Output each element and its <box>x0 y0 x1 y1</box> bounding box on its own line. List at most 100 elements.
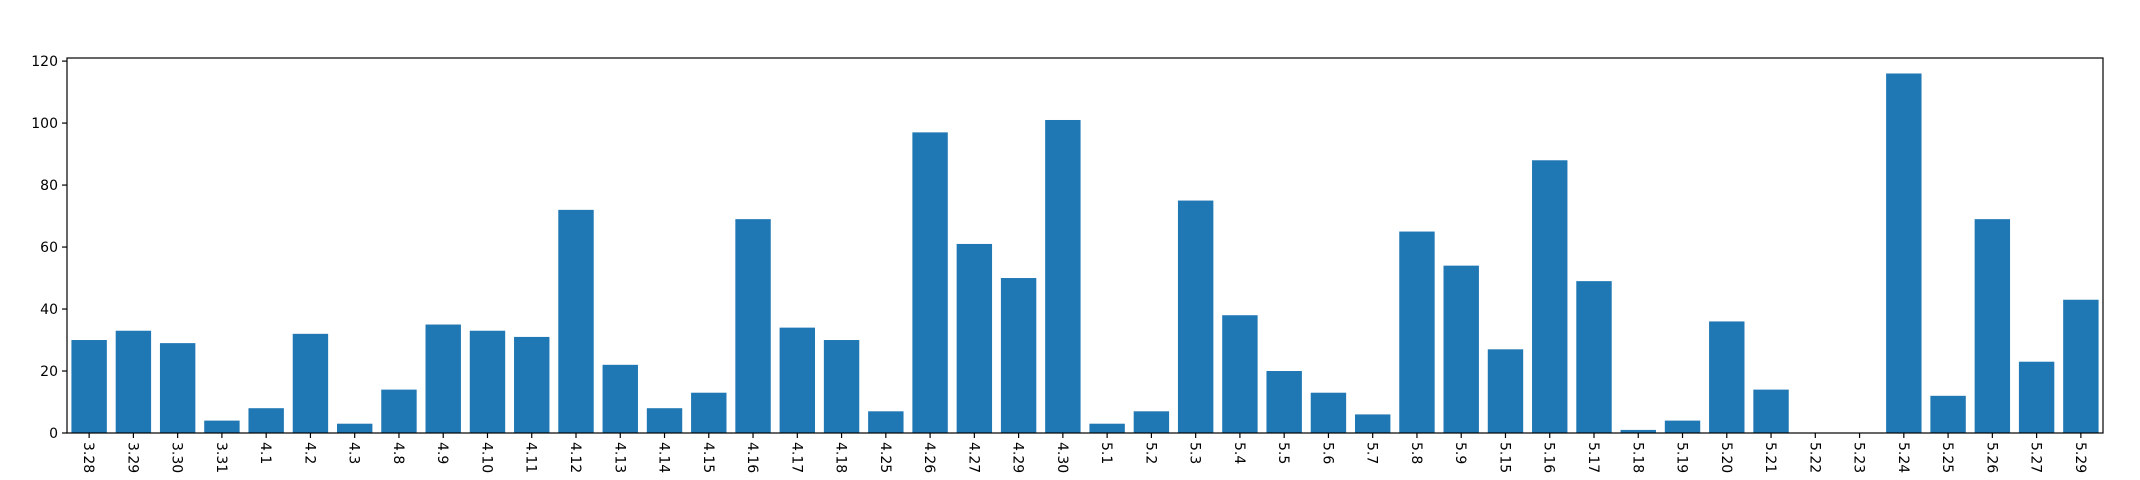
bar-5.16 <box>1532 160 1568 434</box>
bar-5.8 <box>1399 231 1435 433</box>
bar-5.4 <box>1222 315 1258 433</box>
x-tick-label: 5.18 <box>1629 442 1645 473</box>
x-tick-label: 3.30 <box>169 442 185 473</box>
x-tick-label: 4.1 <box>257 442 273 464</box>
x-tick-label: 5.21 <box>1762 442 1778 473</box>
bar-5.5 <box>1266 371 1302 433</box>
bar-5.21 <box>1753 389 1789 433</box>
bar-3.31 <box>204 420 240 433</box>
bar-5.17 <box>1576 281 1612 433</box>
bar-3.30 <box>159 343 196 433</box>
bar-5.1 <box>1089 423 1125 433</box>
bar-5.20 <box>1709 321 1745 433</box>
bar-4.30 <box>1045 119 1081 434</box>
x-tick-label: 4.25 <box>877 442 893 473</box>
bar-4.3 <box>336 423 373 433</box>
x-tick-label: 4.27 <box>965 442 981 473</box>
bar-5.9 <box>1443 265 1479 433</box>
x-tick-label: 4.18 <box>833 442 849 473</box>
bar-4.14 <box>646 408 683 433</box>
x-tick-label: 5.23 <box>1851 442 1867 473</box>
x-tick-label: 5.26 <box>1983 442 1999 473</box>
y-tick-label: 120 <box>31 54 58 70</box>
bar-4.16 <box>735 219 771 433</box>
x-tick-label: 4.12 <box>567 442 583 473</box>
bars-group <box>71 73 2099 434</box>
bar-4.15 <box>691 392 727 433</box>
bar-4.26 <box>912 132 948 433</box>
y-axis: 0 20 40 60 80 100 120 <box>31 54 67 442</box>
plot-frame <box>66 57 2104 434</box>
y-tick-label: 40 <box>40 302 58 318</box>
x-tick-label: 5.8 <box>1408 442 1424 464</box>
x-tick-label: 4.16 <box>744 442 760 473</box>
y-tick-label: 100 <box>31 116 58 132</box>
bar-4.11 <box>514 336 550 433</box>
bar-4.18 <box>823 340 860 433</box>
x-tick-label: 5.4 <box>1231 442 1247 464</box>
bar-5.18 <box>1620 429 1656 433</box>
x-tick-label: 4.3 <box>346 442 362 464</box>
y-tick-label: 60 <box>40 240 58 256</box>
x-tick-label: 4.29 <box>1010 442 1026 473</box>
bar-4.13 <box>602 364 638 433</box>
bar-5.25 <box>1930 395 1966 433</box>
x-tick-label: 5.6 <box>1319 442 1335 464</box>
bar-4.27 <box>956 243 993 433</box>
bar-4.8 <box>381 389 417 433</box>
x-tick-label: 3.28 <box>80 442 96 473</box>
bar-4.12 <box>558 209 594 433</box>
bar-5.27 <box>2018 361 2055 433</box>
x-tick-label: 5.20 <box>1718 442 1734 473</box>
bar-3.28 <box>71 340 107 433</box>
x-tick-label: 5.15 <box>1496 442 1512 473</box>
bar-5.2 <box>1133 411 1170 433</box>
x-axis: 3.28 3.29 3.30 3.31 4.1 4.2 4.3 4.8 4.9 4.10 4.11 4… <box>80 433 2088 473</box>
bar-3.29 <box>115 330 152 433</box>
bar-4.10 <box>469 330 506 433</box>
x-tick-label: 5.2 <box>1142 442 1158 464</box>
x-tick-label: 5.1 <box>1098 442 1114 464</box>
bar-5.29 <box>2063 299 2099 433</box>
x-tick-label: 3.29 <box>124 442 140 473</box>
x-tick-label: 3.31 <box>213 442 229 473</box>
x-tick-label: 4.26 <box>921 442 937 473</box>
x-tick-label: 5.7 <box>1364 442 1380 464</box>
x-tick-label: 4.15 <box>700 442 716 473</box>
x-tick-label: 5.22 <box>1806 442 1822 473</box>
bar-5.15 <box>1487 349 1524 433</box>
x-tick-label: 4.17 <box>788 442 804 473</box>
x-tick-label: 5.3 <box>1187 442 1203 464</box>
bar-5.19 <box>1664 420 1701 433</box>
bar-5.26 <box>1974 219 2011 433</box>
x-tick-label: 4.10 <box>478 442 494 473</box>
x-tick-label: 5.5 <box>1275 442 1291 464</box>
bar-4.25 <box>868 411 904 433</box>
x-tick-label: 5.16 <box>1541 442 1557 473</box>
bar-5.3 <box>1177 200 1214 433</box>
x-tick-label: 4.14 <box>656 442 672 473</box>
x-tick-label: 4.8 <box>390 442 406 464</box>
x-tick-label: 5.24 <box>1895 442 1911 473</box>
x-tick-label: 4.9 <box>434 442 450 464</box>
bar-5.24 <box>1886 73 1922 434</box>
y-tick-label: 0 <box>49 426 58 442</box>
x-tick-label: 5.19 <box>1674 442 1690 473</box>
x-tick-label: 4.30 <box>1054 442 1070 473</box>
x-tick-label: 5.25 <box>1939 442 1955 473</box>
bar-4.17 <box>779 327 816 433</box>
x-tick-label: 4.13 <box>611 442 627 473</box>
bar-4.1 <box>248 408 284 433</box>
y-tick-label: 20 <box>40 364 58 380</box>
bar-5.7 <box>1354 414 1391 433</box>
x-tick-label: 5.27 <box>2028 442 2044 473</box>
y-tick-label: 80 <box>40 178 58 194</box>
x-tick-label: 5.17 <box>1585 442 1601 473</box>
bar-5.6 <box>1310 392 1347 433</box>
x-tick-label: 5.9 <box>1452 442 1468 464</box>
x-tick-label: 4.11 <box>523 442 539 473</box>
bar-4.29 <box>1000 278 1037 433</box>
bar-4.2 <box>292 333 329 433</box>
bar-4.9 <box>425 324 461 433</box>
